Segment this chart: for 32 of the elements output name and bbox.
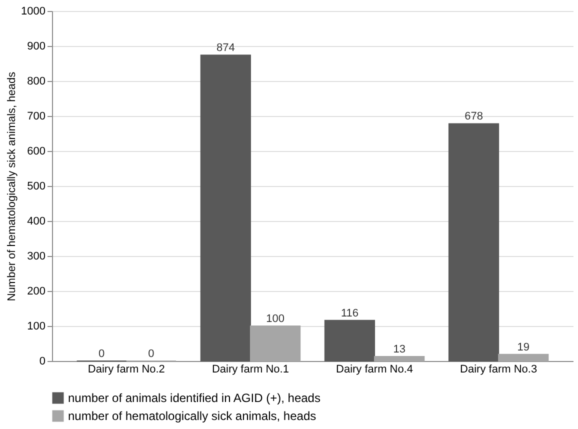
y-tick-label: 0 — [39, 356, 46, 368]
x-tick-label: Dairy farm No.1 — [212, 364, 289, 376]
y-tick-label: 400 — [27, 216, 46, 228]
bar — [324, 320, 376, 362]
data-label: 678 — [464, 110, 483, 123]
y-tick-label: 600 — [27, 146, 46, 158]
data-label: 0 — [148, 348, 154, 360]
y-tick-label: 800 — [27, 76, 46, 88]
x-tick-label: Dairy farm No.3 — [460, 364, 538, 376]
y-tick-label: 100 — [27, 320, 46, 332]
bar — [374, 356, 425, 362]
data-label: 0 — [98, 348, 105, 360]
data-label: 13 — [393, 343, 406, 356]
x-tick-label: Dairy farm No.2 — [88, 364, 165, 376]
y-tick-label: 700 — [27, 110, 46, 122]
x-tick-label: Dairy farm No.4 — [336, 364, 414, 376]
y-tick-label: 500 — [27, 180, 46, 192]
y-tick-label: 200 — [27, 286, 46, 298]
data-label: 116 — [340, 307, 358, 320]
bar — [250, 326, 301, 362]
data-label: 100 — [266, 313, 284, 325]
bar — [498, 354, 549, 362]
y-axis-title: Number of hematologically sick animals, heads — [6, 71, 18, 302]
bar — [200, 54, 251, 362]
y-tick-label: 1000 — [21, 6, 46, 18]
bar — [448, 123, 500, 362]
legend-label: number of hematologically sick animals, heads — [68, 409, 316, 423]
legend-label: number of animals identified in AGID (+), heads — [68, 391, 320, 405]
data-label: 874 — [216, 42, 235, 54]
data-label: 19 — [517, 341, 530, 354]
y-tick-label: 300 — [27, 250, 46, 262]
y-tick-label: 900 — [27, 40, 46, 52]
